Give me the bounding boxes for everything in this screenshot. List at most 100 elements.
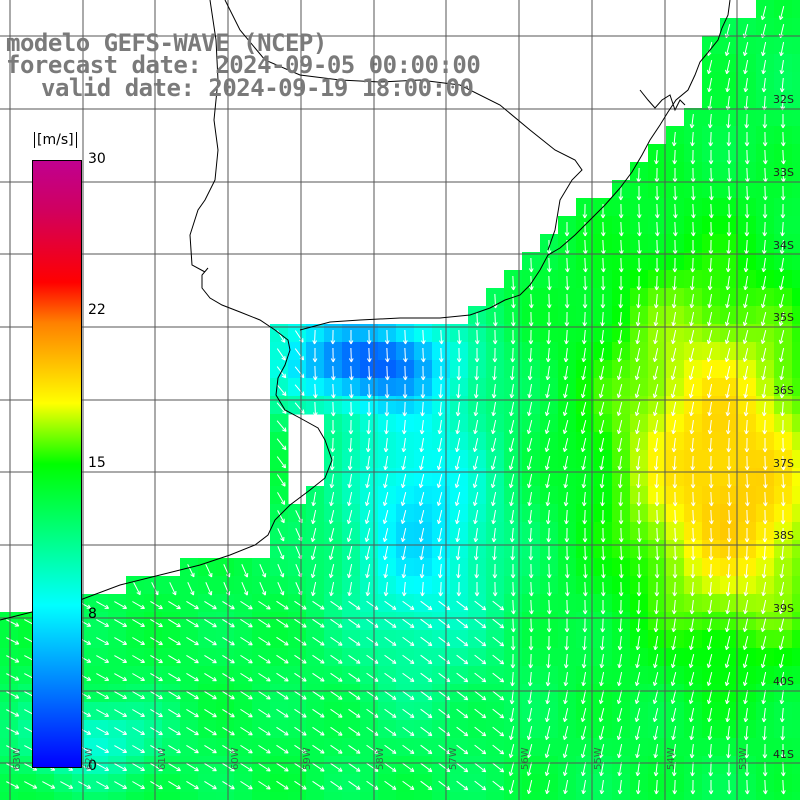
wind-cell [594, 792, 613, 800]
wind-arrow [707, 113, 713, 129]
wind-cell [792, 432, 800, 451]
wind-arrow [527, 401, 533, 417]
wind-arrow [742, 347, 749, 363]
wind-arrow [582, 545, 588, 561]
wind-arrow [420, 581, 425, 597]
wind-arrow [617, 473, 623, 489]
wind-arrow [528, 347, 533, 363]
wind-arrow [744, 545, 750, 561]
wind-arrow [384, 618, 397, 628]
wind-arrow [527, 491, 533, 507]
wind-cell [234, 792, 253, 800]
lon-label: 59W [302, 747, 313, 770]
wind-cell [792, 576, 800, 595]
wind-arrow [744, 113, 750, 129]
wind-arrow [240, 618, 253, 628]
lat-label: 34S [773, 239, 794, 252]
wind-arrow [581, 365, 587, 381]
wind-arrow [780, 437, 786, 453]
wind-arrow [509, 401, 515, 417]
wind-arrow [689, 437, 695, 453]
wind-arrow [654, 491, 660, 507]
wind-cell [504, 792, 523, 800]
wind-cell [522, 792, 541, 800]
wind-arrow [329, 491, 335, 507]
wind-arrow [329, 473, 335, 489]
wind-arrow [366, 600, 379, 610]
wind-arrow [637, 221, 642, 237]
wind-arrow [402, 600, 415, 611]
wind-arrow [546, 293, 552, 309]
wind-arrow [492, 618, 505, 629]
wind-arrow [312, 365, 318, 381]
wind-arrow [420, 365, 426, 381]
wind-arrow [366, 618, 379, 628]
wind-arrow [385, 347, 390, 363]
wind-arrow [473, 383, 479, 399]
wind-arrow [619, 545, 624, 561]
wind-arrow [743, 383, 749, 399]
wind-arrow [688, 383, 695, 399]
wind-arrow [616, 365, 623, 381]
wind-arrow [581, 347, 587, 363]
colorbar-tick-22: 22 [88, 302, 106, 318]
wind-arrow [582, 203, 588, 219]
wind-arrow [778, 293, 785, 309]
wind-arrow [400, 527, 407, 543]
wind-arrow [383, 545, 389, 561]
wind-arrow [760, 617, 767, 633]
wind-arrow [726, 131, 732, 147]
wind-arrow [671, 419, 677, 435]
wind-arrow [276, 456, 287, 469]
wind-arrow [96, 601, 110, 609]
wind-cell [432, 792, 451, 800]
wind-arrow [778, 5, 785, 21]
wind-arrow [743, 293, 749, 309]
wind-arrow [382, 491, 389, 507]
wind-arrow [725, 401, 731, 417]
wind-arrow [654, 275, 660, 291]
wind-arrow [509, 527, 515, 543]
wind-arrow [707, 311, 713, 327]
wind-arrow [778, 599, 785, 615]
wind-cell [792, 36, 800, 55]
lon-label: 57W [448, 747, 459, 770]
wind-arrow [508, 437, 515, 453]
wind-arrow [511, 293, 516, 309]
wind-arrow [761, 59, 767, 75]
wind-arrow [745, 491, 750, 507]
wind-arrow [672, 473, 678, 489]
wind-arrow [454, 491, 461, 507]
wind-arrow [400, 491, 407, 507]
wind-cell [468, 792, 487, 800]
wind-cell [738, 792, 757, 800]
wind-arrow [763, 473, 768, 489]
wind-arrow [562, 437, 569, 453]
wind-arrow [636, 239, 642, 255]
wind-arrow [365, 563, 371, 579]
wind-arrow [455, 419, 461, 435]
wind-arrow [277, 528, 285, 542]
wind-arrow [563, 347, 569, 363]
wind-arrow [582, 509, 588, 525]
wind-arrow [779, 59, 785, 75]
wind-arrow [436, 491, 443, 507]
wind-arrow [581, 473, 587, 489]
wind-cell [720, 792, 739, 800]
wind-arrow [581, 329, 587, 345]
wind-cell [90, 792, 109, 800]
wind-arrow [240, 600, 253, 610]
wind-arrow [328, 545, 335, 561]
wind-arrow [545, 509, 551, 525]
wind-arrow [600, 581, 606, 597]
wind-arrow [528, 293, 534, 309]
wind-arrow [761, 563, 767, 579]
wind-cell [18, 792, 37, 800]
wind-arrow [708, 491, 714, 507]
wind-cell [792, 18, 800, 37]
wind-cell [144, 792, 163, 800]
wind-arrow [654, 257, 660, 273]
wind-arrow [437, 419, 443, 435]
wind-arrow [635, 617, 641, 633]
wind-arrow [690, 563, 696, 579]
